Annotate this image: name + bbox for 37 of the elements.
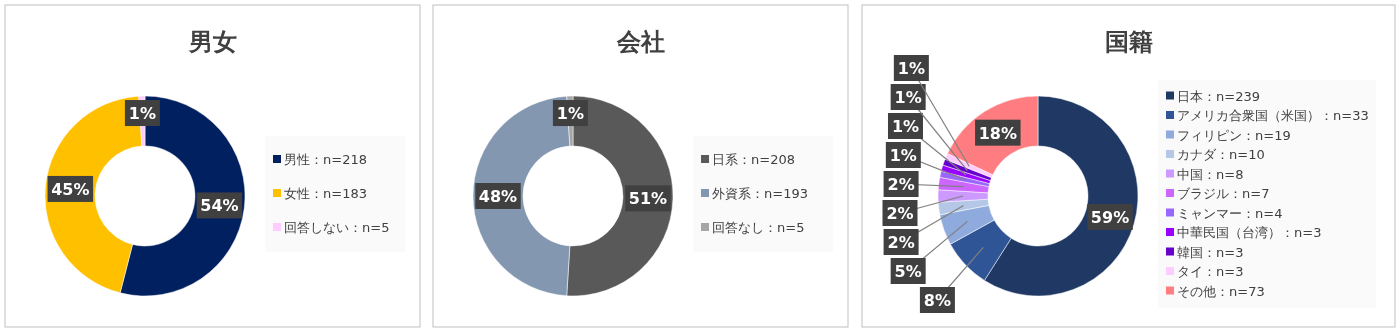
data-label: 54% xyxy=(200,196,239,216)
data-label: 2% xyxy=(886,204,914,223)
legend-label: 韓国：n=3 xyxy=(1177,244,1244,260)
data-label: 1% xyxy=(128,104,156,124)
legend-label: カナダ：n=10 xyxy=(1177,147,1265,162)
data-label: 1% xyxy=(897,59,925,78)
data-label: 1% xyxy=(889,146,917,165)
legend-label: ブラジル：n=7 xyxy=(1177,186,1270,201)
legend-label: フィリピン：n=19 xyxy=(1177,127,1291,143)
legend-label: 日系：n=208 xyxy=(712,152,795,167)
legend-label: 女性：n=183 xyxy=(284,186,367,201)
legend-label: 回答なし：n=5 xyxy=(712,220,805,235)
data-label: 1% xyxy=(556,104,584,124)
chart-title: 男女 xyxy=(187,28,237,56)
legend-label: 日本：n=239 xyxy=(1177,88,1260,104)
legend-label: ミャンマー：n=4 xyxy=(1177,205,1283,221)
legend-label: 外資系：n=193 xyxy=(712,186,808,201)
chart-title: 会社 xyxy=(615,28,665,56)
text: 国籍 xyxy=(1104,28,1153,56)
data-label: 59% xyxy=(1090,207,1130,227)
data-label: 2% xyxy=(887,233,915,252)
legend-label: タイ：n=3 xyxy=(1177,264,1244,279)
legend-label: 回答しない：n=5 xyxy=(284,220,390,235)
data-label: 1% xyxy=(891,117,920,136)
data-label: 5% xyxy=(894,262,922,281)
data-label: 48% xyxy=(478,187,518,206)
legend-label: その他：n=73 xyxy=(1177,283,1265,299)
legend-label: 中国：n=8 xyxy=(1177,166,1244,182)
data-label: 18% xyxy=(978,123,1017,143)
data-label: 1% xyxy=(894,88,922,107)
data-label: 45% xyxy=(51,179,90,199)
data-label: 2% xyxy=(887,175,915,194)
data-label: 8% xyxy=(923,291,951,310)
legend-label: 男性：n=218 xyxy=(284,152,367,167)
legend-label: 中華民国（台湾）：n=3 xyxy=(1177,225,1322,240)
legend-label: アメリカ合衆国（米国）：n=33 xyxy=(1177,108,1369,123)
data-label: 51% xyxy=(628,189,668,209)
